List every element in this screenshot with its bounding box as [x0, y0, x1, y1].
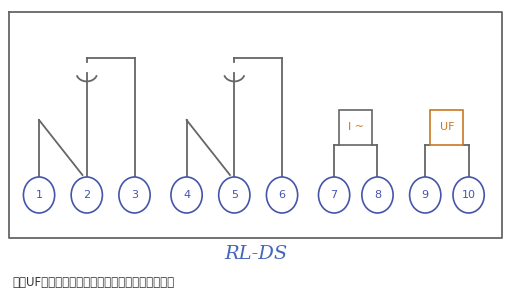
Text: 9: 9: [422, 190, 429, 200]
Text: 8: 8: [374, 190, 381, 200]
Text: 10: 10: [462, 190, 476, 200]
Text: 5: 5: [231, 190, 238, 200]
Text: 注：UF为继电器辅助电源，使用时必需长期带电。: 注：UF为继电器辅助电源，使用时必需长期带电。: [12, 275, 174, 288]
Circle shape: [219, 177, 250, 213]
Text: 4: 4: [183, 190, 190, 200]
Circle shape: [453, 177, 484, 213]
Bar: [431, 110, 463, 145]
Circle shape: [362, 177, 393, 213]
Circle shape: [119, 177, 150, 213]
Circle shape: [71, 177, 102, 213]
Text: I ~: I ~: [348, 123, 364, 132]
Text: 2: 2: [83, 190, 90, 200]
Circle shape: [318, 177, 350, 213]
Circle shape: [171, 177, 202, 213]
Circle shape: [410, 177, 441, 213]
Bar: [339, 110, 372, 145]
Circle shape: [24, 177, 55, 213]
Text: RL-DS: RL-DS: [224, 245, 288, 263]
Text: UF: UF: [440, 123, 454, 132]
Circle shape: [266, 177, 297, 213]
Text: 6: 6: [279, 190, 286, 200]
Text: 7: 7: [331, 190, 338, 200]
Text: 1: 1: [35, 190, 42, 200]
Text: 3: 3: [131, 190, 138, 200]
